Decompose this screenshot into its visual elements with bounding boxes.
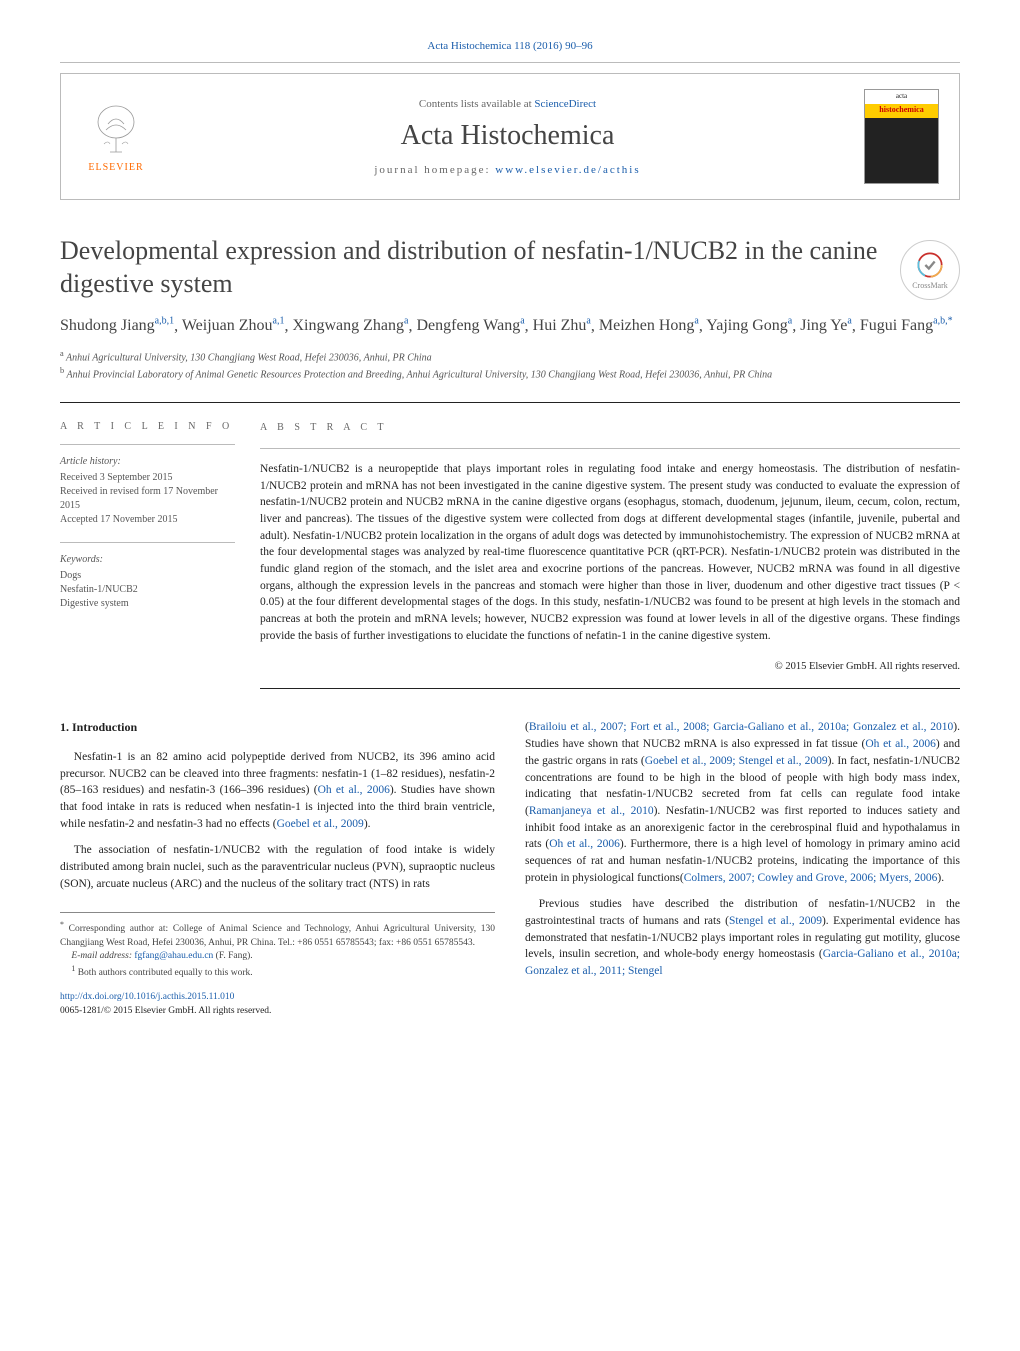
contents-prefix: Contents lists available at [419, 98, 534, 110]
divider [60, 542, 235, 543]
contents-line: Contents lists available at ScienceDirec… [151, 98, 864, 110]
paragraph: The association of nesfatin-1/NUCB2 with… [60, 842, 495, 892]
divider [260, 688, 960, 689]
revised-date: Received in revised form 17 November 201… [60, 485, 235, 513]
keyword: Dogs [60, 569, 235, 583]
citation-link[interactable]: Colmers, 2007; Cowley and Grove, 2006; M… [684, 872, 938, 884]
email-footnote: E-mail address: fgfang@ahau.edu.cn (F. F… [60, 950, 495, 963]
sciencedirect-link[interactable]: ScienceDirect [534, 98, 596, 110]
author: Fugui Fanga,b,* [860, 317, 953, 334]
issn-line: 0065-1281/© 2015 Elsevier GmbH. All righ… [60, 1005, 495, 1019]
email-link[interactable]: fgfang@ahau.edu.cn [134, 951, 213, 961]
homepage-link[interactable]: www.elsevier.de/acthis [495, 164, 640, 176]
author: Yajing Gonga [706, 317, 792, 334]
affiliation-b: b Anhui Provincial Laboratory of Animal … [60, 365, 960, 382]
journal-name: Acta Histochemica [151, 120, 864, 152]
divider [260, 448, 960, 449]
corresponding-footnote: * Corresponding author at: College of An… [60, 919, 495, 950]
article-title: Developmental expression and distributio… [60, 235, 880, 300]
author: Meizhen Honga [599, 317, 699, 334]
citation-link[interactable]: Oh et al., 2006 [318, 784, 390, 796]
left-column: 1. Introduction Nesfatin-1 is an 82 amin… [60, 719, 495, 1018]
citation-link[interactable]: Goebel et al., 2009 [277, 818, 364, 830]
abstract-text: Nesfatin-1/NUCB2 is a neuropeptide that … [260, 461, 960, 644]
right-column: (Brailoiu et al., 2007; Fort et al., 200… [525, 719, 960, 1018]
doi-link[interactable]: http://dx.doi.org/10.1016/j.acthis.2015.… [60, 992, 234, 1002]
author: Shudong Jianga,b,1 [60, 317, 174, 334]
cover-histo-label: histochemica [865, 105, 938, 114]
cover-top-label: acta [867, 92, 936, 100]
crossmark-text: CrossMark [912, 281, 948, 290]
homepage-prefix: journal homepage: [374, 164, 495, 176]
divider [60, 444, 235, 445]
equal-contrib-footnote: 1 Both authors contributed equally to th… [60, 963, 495, 980]
running-header: Acta Histochemica 118 (2016) 90–96 [60, 40, 960, 52]
author: Hui Zhua [533, 317, 591, 334]
elsevier-text: ELSEVIER [88, 162, 143, 173]
received-date: Received 3 September 2015 [60, 471, 235, 485]
journal-header-box: ELSEVIER Contents lists available at Sci… [60, 73, 960, 200]
affiliation-a: a Anhui Agricultural University, 130 Cha… [60, 348, 960, 365]
elsevier-logo: ELSEVIER [81, 97, 151, 177]
citation-link[interactable]: Brailoiu et al., 2007; Fort et al., 2008… [529, 721, 953, 733]
divider [60, 62, 960, 63]
author: Weijuan Zhoua,1 [182, 317, 285, 334]
paragraph: Nesfatin-1 is an 82 amino acid polypepti… [60, 749, 495, 832]
tree-icon [86, 100, 146, 160]
affiliations: a Anhui Agricultural University, 130 Cha… [60, 348, 960, 383]
accepted-date: Accepted 17 November 2015 [60, 513, 235, 527]
crossmark-badge[interactable]: CrossMark [900, 240, 960, 300]
divider-thick [60, 402, 960, 403]
authors-list: Shudong Jianga,b,1, Weijuan Zhoua,1, Xin… [60, 315, 960, 338]
citation-link[interactable]: Oh et al., 2006 [865, 738, 936, 750]
keywords-head: Keywords: [60, 553, 235, 567]
citation-link[interactable]: Stengel et al., 2009 [729, 915, 822, 927]
citation-link[interactable]: Ramanjaneya et al., 2010 [529, 805, 654, 817]
section-heading-intro: 1. Introduction [60, 719, 495, 736]
author: Xingwang Zhanga [292, 317, 408, 334]
homepage-line: journal homepage: www.elsevier.de/acthis [151, 164, 864, 176]
history-head: Article history: [60, 455, 235, 469]
journal-cover-thumb: acta histochemica [864, 89, 939, 184]
article-info-heading: A R T I C L E I N F O [60, 421, 235, 432]
citation-link[interactable]: Goebel et al., 2009; Stengel et al., 200… [645, 755, 828, 767]
abstract-heading: A B S T R A C T [260, 421, 960, 436]
keyword: Nesfatin-1/NUCB2 [60, 583, 235, 597]
author: Dengfeng Wanga [416, 317, 524, 334]
citation-link[interactable]: Oh et al., 2006 [549, 838, 620, 850]
citation-link[interactable]: Acta Histochemica 118 (2016) 90–96 [427, 40, 592, 52]
abstract-copyright: © 2015 Elsevier GmbH. All rights reserve… [260, 659, 960, 674]
author: Jing Yea [800, 317, 852, 334]
paragraph: Previous studies have described the dist… [525, 896, 960, 979]
keyword: Digestive system [60, 597, 235, 611]
crossmark-icon [916, 251, 944, 279]
paragraph: (Brailoiu et al., 2007; Fort et al., 200… [525, 719, 960, 886]
